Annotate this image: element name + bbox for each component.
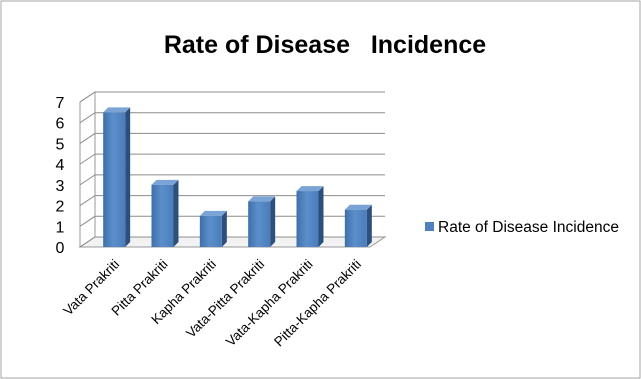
y-tick-label: 3 (56, 178, 65, 195)
bar (296, 186, 324, 247)
bar (103, 107, 131, 247)
bar-side (366, 204, 372, 247)
bar-top (344, 204, 372, 210)
y-axis-ticks: 0 1 2 3 4 5 6 7 (56, 95, 65, 257)
bar-top (248, 196, 276, 202)
bar-top (199, 210, 227, 216)
bar-top (296, 186, 324, 192)
bar-front (296, 191, 319, 247)
bar (344, 204, 372, 247)
bar-front (151, 184, 174, 247)
gridline (79, 174, 385, 186)
y-tick-label: 4 (56, 157, 65, 174)
bar (151, 179, 179, 247)
y-tick-label: 0 (56, 240, 65, 257)
gridline (79, 112, 385, 124)
y-tick-label: 1 (56, 219, 65, 236)
legend: Rate of Disease Incidence (425, 219, 619, 236)
bar-front (103, 112, 126, 247)
legend-swatch (425, 222, 434, 231)
legend-label: Rate of Disease Incidence (438, 219, 619, 236)
bar-side (221, 210, 227, 247)
bar-side (270, 196, 276, 247)
bar-side (125, 107, 131, 247)
y-tick-label: 5 (56, 136, 65, 153)
gridline (79, 153, 385, 165)
y-tick-label: 6 (56, 116, 65, 133)
bar (199, 210, 227, 247)
gridline (79, 91, 385, 103)
gridline (79, 215, 385, 227)
bar-front (248, 201, 271, 247)
bar-side (173, 179, 179, 247)
gridline (79, 236, 385, 248)
y-tick-label: 2 (56, 199, 65, 216)
bar-top (103, 107, 131, 113)
bar (248, 196, 276, 247)
side-wall (79, 91, 96, 248)
bars (103, 107, 372, 247)
chart-title: Rate of Disease Incidence (164, 31, 486, 59)
gridline (79, 195, 385, 206)
bar-front (344, 209, 367, 247)
bar-top (151, 179, 179, 185)
y-tick-label: 7 (56, 95, 65, 112)
bar-front (199, 215, 222, 247)
bar-side (318, 186, 324, 247)
gridline (79, 132, 385, 144)
